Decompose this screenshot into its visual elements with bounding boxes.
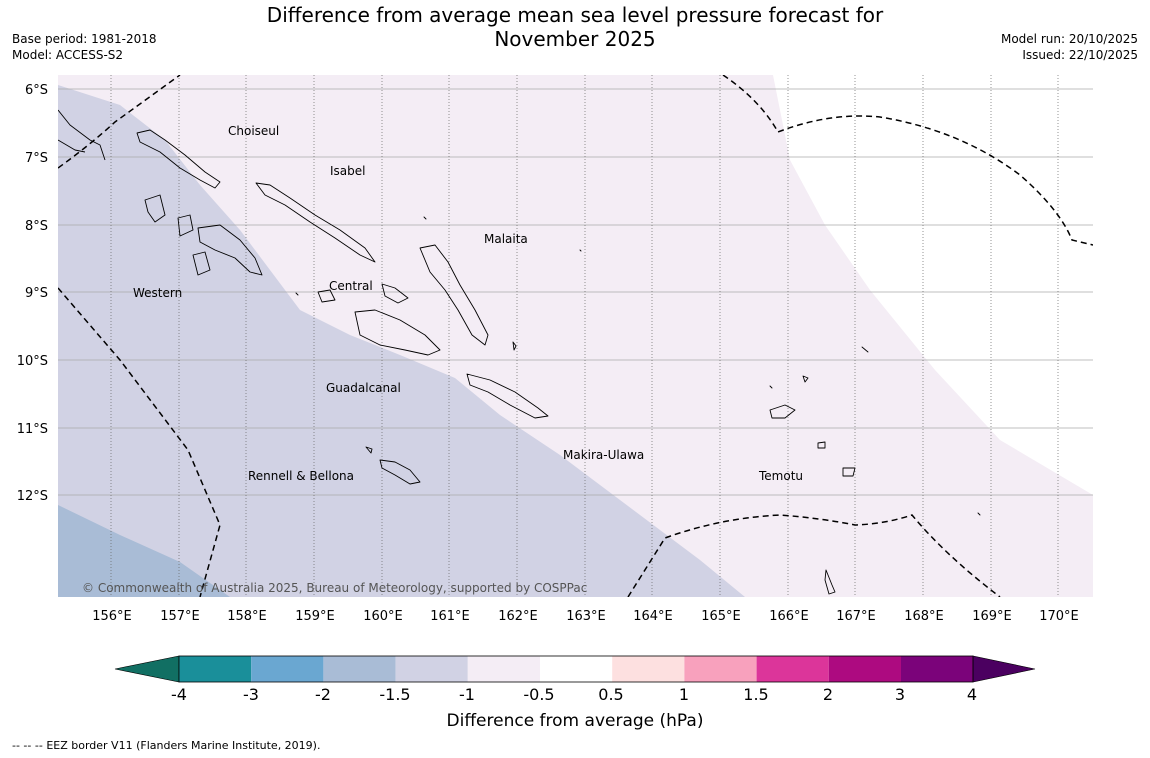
colorbar-tick: 2 (823, 685, 833, 704)
region-label: Malaita (484, 232, 528, 246)
lon-label: 159°E (295, 609, 335, 624)
chart-title: Difference from average mean sea level p… (230, 3, 920, 51)
island-malaita (419, 244, 489, 346)
region-label: Central (329, 279, 373, 293)
colorbar-swatch (540, 656, 613, 682)
lon-label: 164°E (633, 609, 673, 624)
lon-label: 161°E (430, 609, 470, 624)
lon-label: 169°E (972, 609, 1012, 624)
island-santa-cruz (769, 375, 856, 595)
island-rennell (365, 446, 421, 485)
colorbar-swatch (467, 656, 540, 682)
island-small-islets (295, 216, 981, 516)
colorbar-swatch (612, 656, 685, 682)
model-name: Model: ACCESS-S2 (12, 48, 124, 62)
lon-label: 160°E (363, 609, 403, 624)
longitude-gridlines (110, 75, 1059, 597)
longitude-labels: 156°E 157°E 158°E 159°E 160°E 161°E 162°… (92, 609, 1079, 624)
island-guadalcanal (354, 309, 441, 356)
colorbar-swatch (323, 656, 396, 682)
island-png-coast (58, 109, 106, 161)
region-label: Western (133, 286, 182, 300)
title-line-2: November 2025 (494, 27, 656, 51)
latitude-gridlines (58, 88, 1093, 496)
region-label: Temotu (758, 469, 803, 483)
latitude-labels: 6°S 7°S 8°S 9°S 10°S 11°S 12°S (17, 83, 48, 504)
colorbar-tick-labels: -4 -3 -2 -1.5 -1 -0.5 0.5 1 1.5 2 3 4 (171, 685, 977, 704)
colorbar-extend-low (114, 655, 180, 683)
colorbar-tick: 0.5 (598, 685, 623, 704)
model-run: Model run: 20/10/2025 (1000, 32, 1138, 46)
eez-legend: -- -- -- EEZ border V11 (Flanders Marine… (12, 739, 320, 752)
eez-legend-symbol: -- -- -- (12, 739, 43, 752)
lat-label: 10°S (17, 354, 48, 369)
eez-legend-text: EEZ border V11 (Flanders Marine Institut… (46, 739, 321, 752)
lon-label: 168°E (904, 609, 944, 624)
meta-left: Base period: 1981-2018 Model: ACCESS-S2 (12, 31, 157, 63)
colorbar-swatch (828, 656, 901, 682)
region-label: Guadalcanal (326, 381, 401, 395)
colorbar-tick: -3 (243, 685, 259, 704)
meta-right: Model run: 20/10/2025 Issued: 22/10/2025 (1001, 31, 1138, 63)
lat-label: 6°S (25, 83, 48, 98)
map-copyright: © Commonwealth of Australia 2025, Bureau… (82, 581, 587, 595)
colorbar-tick: 1.5 (743, 685, 768, 704)
colorbar-tick: -2 (315, 685, 331, 704)
anomaly-band-minus-2-to-minus-1.5 (58, 505, 230, 597)
colorbar: -4 -3 -2 -1.5 -1 -0.5 0.5 1 1.5 2 3 4 Di… (114, 655, 1036, 731)
region-label: Isabel (330, 164, 365, 178)
colorbar-swatch (684, 656, 757, 682)
region-label: Rennell & Bellona (248, 469, 354, 483)
colorbar-tick: -0.5 (523, 685, 554, 704)
eez-borders (58, 75, 1093, 597)
colorbar-tick: -1 (459, 685, 475, 704)
lon-label: 165°E (701, 609, 741, 624)
colorbar-swatch (756, 656, 829, 682)
map-area: © Commonwealth of Australia 2025, Bureau… (58, 75, 1093, 597)
colorbar-tick: 3 (895, 685, 905, 704)
colorbar-swatch (395, 656, 468, 682)
lon-label: 157°E (160, 609, 200, 624)
lat-label: 7°S (25, 151, 48, 166)
lat-label: 8°S (25, 219, 48, 234)
lon-label: 166°E (769, 609, 809, 624)
colorbar-extend-high (972, 655, 1036, 683)
coastlines (58, 109, 981, 595)
region-labels: Choiseul Isabel Malaita Western Central … (133, 124, 803, 483)
colorbar-swatches (179, 656, 973, 682)
lon-label: 170°E (1039, 609, 1079, 624)
anomaly-band-minus-1.5-to-minus-1 (58, 85, 745, 597)
island-makira (466, 373, 549, 419)
colorbar-frame (178, 655, 974, 683)
island-isabel (255, 182, 376, 263)
region-label: Makira-Ulawa (563, 448, 644, 462)
colorbar-tick: 1 (679, 685, 689, 704)
colorbar-tick: 4 (967, 685, 977, 704)
lon-label: 163°E (566, 609, 606, 624)
colorbar-swatch (251, 656, 324, 682)
lat-label: 9°S (25, 286, 48, 301)
colorbar-swatch (901, 656, 973, 682)
island-new-georgia (144, 194, 263, 276)
island-choiseul (136, 129, 221, 189)
title-line-1: Difference from average mean sea level p… (266, 3, 884, 27)
base-period: Base period: 1981-2018 (12, 32, 157, 46)
colorbar-swatch (179, 656, 252, 682)
lat-label: 12°S (17, 489, 48, 504)
colorbar-tick: -1.5 (379, 685, 410, 704)
lat-label: 11°S (17, 422, 48, 437)
island-florida (317, 283, 409, 304)
colorbar-label: Difference from average (hPa) (447, 711, 704, 731)
region-label: Choiseul (228, 124, 279, 138)
lon-label: 156°E (92, 609, 132, 624)
lon-label: 167°E (836, 609, 876, 624)
issued-date: Issued: 22/10/2025 (1022, 48, 1138, 62)
colorbar-tick: -4 (171, 685, 187, 704)
lon-label: 162°E (498, 609, 538, 624)
lon-label: 158°E (227, 609, 267, 624)
